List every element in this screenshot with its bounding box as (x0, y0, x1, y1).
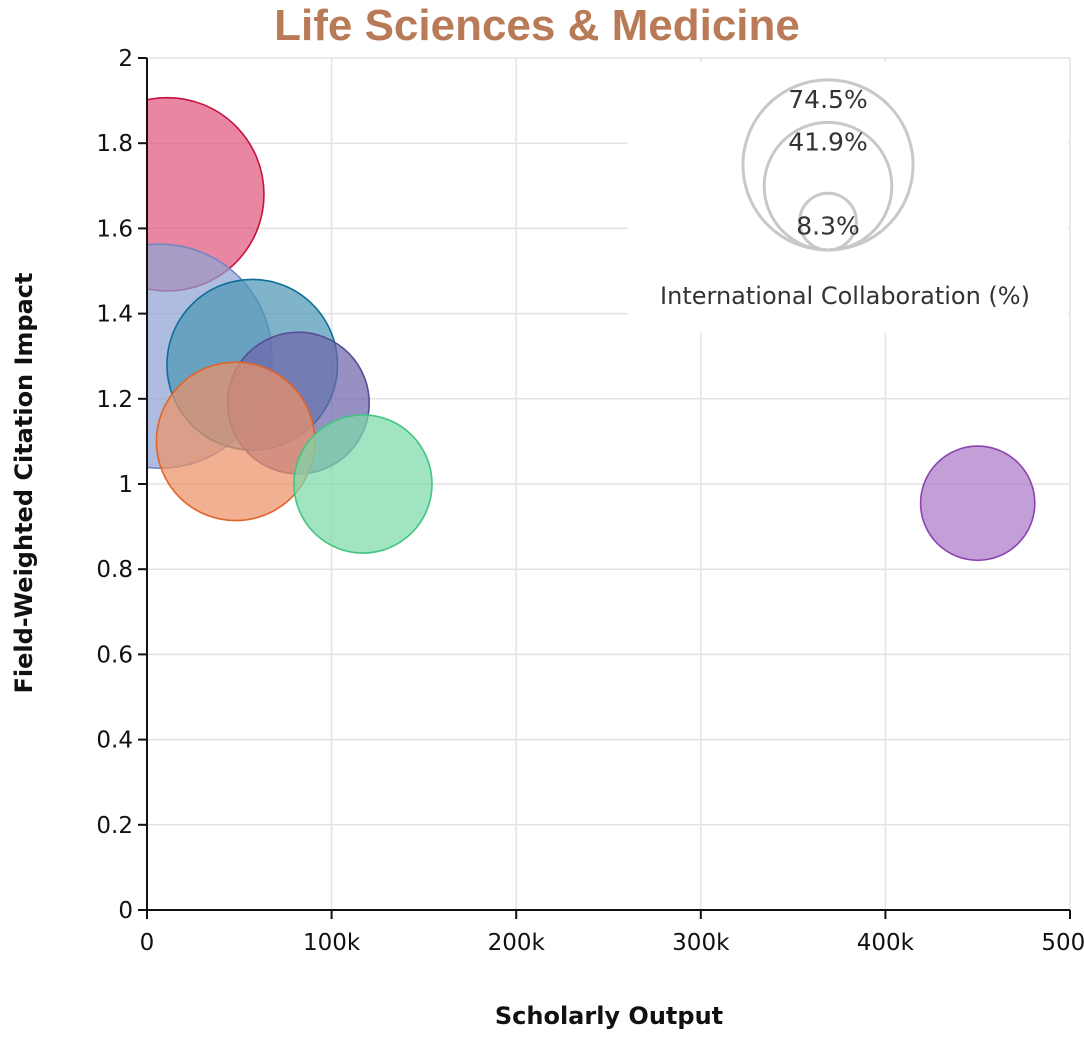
x-tick-label: 500k (1041, 930, 1084, 956)
bubble (155, 361, 316, 522)
y-tick-label: 0.8 (96, 557, 133, 583)
y-tick-label: 1.8 (96, 131, 133, 157)
x-tick-label: 300k (672, 930, 730, 956)
y-tick-label: 1.2 (96, 387, 133, 413)
legend-label: 41.9% (788, 127, 867, 156)
legend-label: 74.5% (788, 85, 867, 114)
axes: 0 0.2 0.4 0.6 0.8 1 1.2 1.4 1.6 1.8 2 0 100k 200k 300k… (96, 46, 1084, 956)
x-tick-label: 0 (140, 930, 155, 956)
y-tick-label: 1.6 (96, 216, 133, 242)
y-tick-label: 0.4 (96, 728, 133, 754)
legend-label: 8.3% (796, 212, 860, 241)
bubble (293, 414, 433, 554)
chart-title: Life Sciences & Medicine (274, 1, 800, 50)
x-tick-label: 400k (857, 930, 915, 956)
bubble (919, 445, 1036, 562)
x-axis-title: Scholarly Output (495, 1002, 723, 1030)
y-axis-title: Field-Weighted Citation Impact (10, 272, 38, 693)
y-tick-label: 0.2 (96, 813, 133, 839)
legend-panel (628, 62, 1068, 332)
legend-title: International Collaboration (%) (660, 282, 1030, 310)
legend-circle (798, 191, 858, 252)
size-legend: 74.5% 41.9% 8.3% International Collaboratio… (628, 62, 1068, 332)
x-tick-label: 200k (488, 930, 546, 956)
y-tick-label: 0.6 (96, 642, 133, 668)
y-tick-label: 0 (118, 898, 133, 924)
y-tick-label: 2 (118, 46, 133, 72)
y-tick-label: 1.4 (96, 302, 133, 328)
y-tick-label: 1 (118, 472, 133, 498)
bubbles (147, 96, 1036, 562)
x-tick-label: 100k (303, 930, 361, 956)
